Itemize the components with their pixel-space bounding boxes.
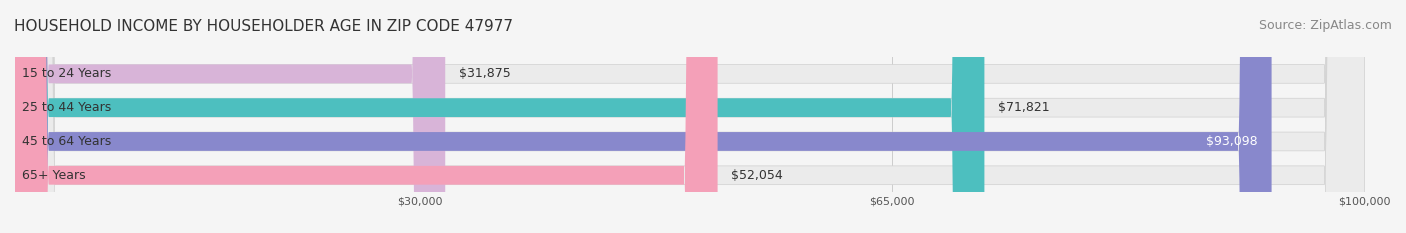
FancyBboxPatch shape [15,0,1365,233]
FancyBboxPatch shape [15,0,1365,233]
Text: 45 to 64 Years: 45 to 64 Years [21,135,111,148]
FancyBboxPatch shape [15,0,984,233]
Text: 15 to 24 Years: 15 to 24 Years [21,67,111,80]
FancyBboxPatch shape [15,0,1365,233]
FancyBboxPatch shape [15,0,1271,233]
Text: HOUSEHOLD INCOME BY HOUSEHOLDER AGE IN ZIP CODE 47977: HOUSEHOLD INCOME BY HOUSEHOLDER AGE IN Z… [14,19,513,34]
Text: $93,098: $93,098 [1206,135,1258,148]
Text: 65+ Years: 65+ Years [21,169,86,182]
FancyBboxPatch shape [15,0,1365,233]
FancyBboxPatch shape [15,0,446,233]
FancyBboxPatch shape [15,0,717,233]
Text: $71,821: $71,821 [998,101,1049,114]
Text: 25 to 44 Years: 25 to 44 Years [21,101,111,114]
Text: $31,875: $31,875 [458,67,510,80]
Text: Source: ZipAtlas.com: Source: ZipAtlas.com [1258,19,1392,32]
Text: $52,054: $52,054 [731,169,783,182]
